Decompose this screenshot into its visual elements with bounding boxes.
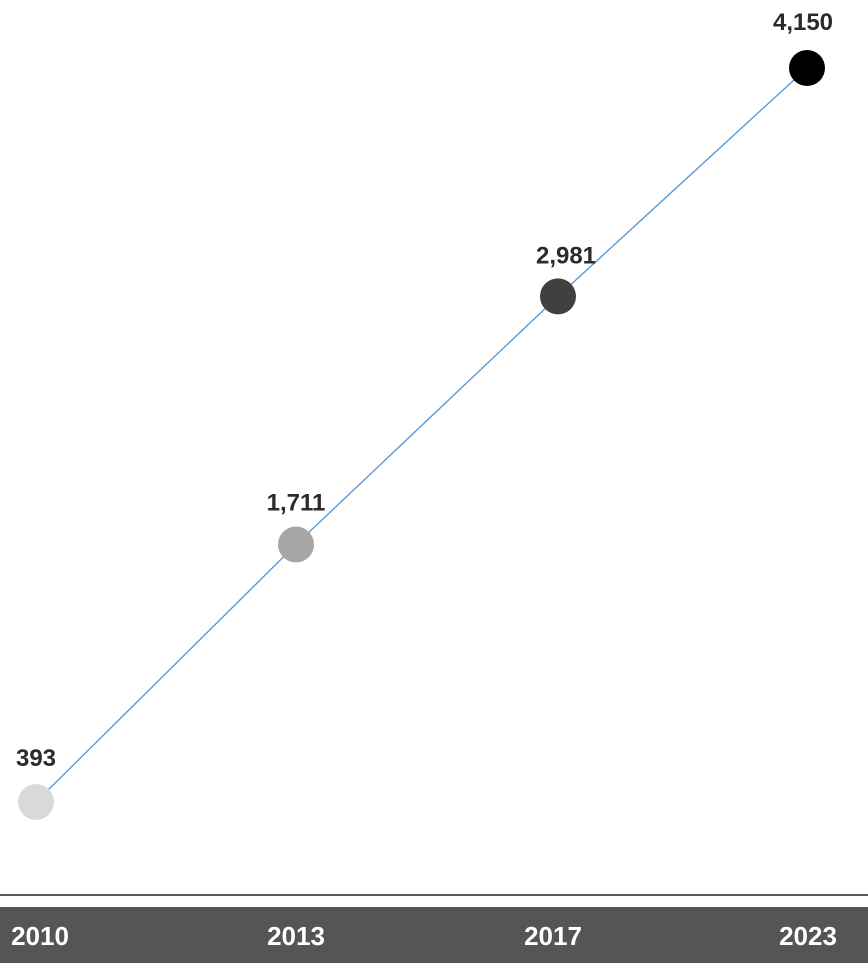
data-label-2017: 2,981	[536, 242, 596, 269]
data-label-2023: 4,150	[773, 9, 833, 36]
data-point-2010	[18, 784, 54, 820]
year-axis-band	[0, 907, 868, 963]
x-tick-label-2013: 2013	[267, 921, 325, 951]
series-line	[35, 67, 808, 803]
x-tick-label-2017: 2017	[524, 921, 582, 951]
x-tick-label-2023: 2023	[779, 921, 837, 951]
data-point-2017	[540, 278, 576, 315]
x-tick-label-2010: 2010	[11, 921, 69, 951]
data-points	[18, 50, 825, 820]
data-labels: 393 1,711 2,981 4,150	[16, 9, 833, 772]
data-label-2010: 393	[16, 745, 56, 772]
year-tick-labels: 2010 2013 2017 2023	[11, 921, 837, 951]
data-point-2013	[278, 526, 314, 563]
data-point-2023	[789, 50, 825, 86]
data-label-2013: 1,711	[267, 490, 326, 517]
